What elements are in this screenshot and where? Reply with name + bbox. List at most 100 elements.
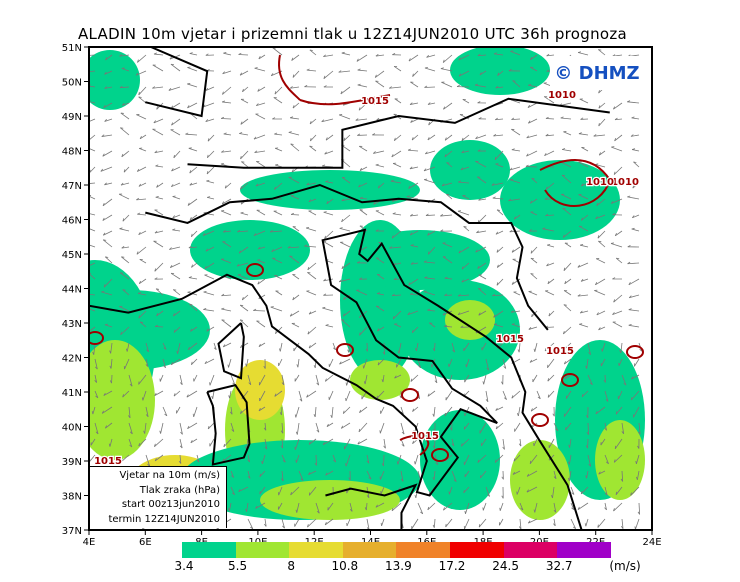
wind-arrow xyxy=(343,294,351,300)
wind-arrow xyxy=(221,319,232,328)
wind-arrow xyxy=(307,518,317,528)
wind-arrow-head xyxy=(340,425,344,429)
wind-arrow-head xyxy=(460,325,464,328)
wind-arrow-head xyxy=(309,49,313,51)
wind-arrow-head xyxy=(615,411,618,415)
wind-arrow xyxy=(274,275,283,280)
wind-arrow-head xyxy=(396,461,399,465)
wind-arrow xyxy=(254,67,266,72)
wind-arrow xyxy=(325,324,334,328)
wind-arrow xyxy=(441,182,453,187)
wind-arrow xyxy=(434,374,438,383)
wind-arrow-head xyxy=(525,164,529,167)
wind-arrow xyxy=(290,143,300,152)
wind-arrow xyxy=(281,406,283,416)
wind-arrow xyxy=(281,518,285,529)
wind-arrow-head xyxy=(323,54,326,57)
wind-arrow xyxy=(526,134,538,139)
wind-arrow xyxy=(257,86,266,92)
wind-arrow xyxy=(511,390,521,399)
wind-arrow-head xyxy=(517,413,519,417)
wind-arrow-head xyxy=(280,430,284,434)
wind-arrow xyxy=(323,70,334,79)
wind-arrow-head xyxy=(461,137,464,141)
wind-arrow-head xyxy=(585,445,588,449)
wind-arrow-head xyxy=(357,441,360,445)
wind-arrow xyxy=(154,390,164,396)
wind-arrow xyxy=(255,113,266,120)
wind-arrow xyxy=(287,246,300,249)
wind-arrow-head xyxy=(457,210,462,212)
wind-arrow xyxy=(513,291,521,296)
wind-arrow-head xyxy=(581,183,584,187)
colorbar-swatch xyxy=(396,542,451,558)
wind-arrow-head xyxy=(407,312,411,315)
wind-arrow-head xyxy=(563,304,567,306)
wind-arrow xyxy=(189,182,198,186)
wind-arrow-head xyxy=(275,330,277,334)
wind-arrow-head xyxy=(441,183,445,187)
wind-arrow-head xyxy=(598,327,601,331)
wind-arrow-head xyxy=(458,73,462,77)
wind-arrow xyxy=(433,518,436,528)
wind-arrow xyxy=(628,309,640,312)
wind-arrow-head xyxy=(440,67,444,69)
lat-label: 37N xyxy=(62,526,82,537)
wind-arrow xyxy=(409,166,419,170)
wind-arrow xyxy=(514,422,521,432)
wind-arrow xyxy=(375,54,385,57)
wind-arrow-head xyxy=(137,59,139,63)
wind-arrow-head xyxy=(452,349,455,353)
wind-arrow xyxy=(393,66,402,72)
wind-arrow xyxy=(463,454,470,465)
wind-arrow-head xyxy=(228,395,230,399)
wind-arrow xyxy=(442,54,453,63)
wind-arrow-head xyxy=(103,239,107,241)
wind-arrow xyxy=(188,342,198,351)
wind-arrow-head xyxy=(258,408,261,412)
wind-arrow xyxy=(630,486,640,496)
wind-arrow-head xyxy=(85,54,88,56)
legend-box: Vjetar na 10m (m/s) Tlak zraka (hPa) sta… xyxy=(90,466,227,528)
wind-arrow-head xyxy=(478,198,482,201)
wind-arrow xyxy=(264,422,267,431)
wind-arrow xyxy=(400,422,405,435)
wind-arrow-head xyxy=(224,185,227,189)
wind-arrow-head xyxy=(325,180,329,183)
wind-arrow-head xyxy=(287,245,291,249)
wind-arrow xyxy=(187,422,198,430)
wind-arrow xyxy=(380,406,385,414)
wind-arrow xyxy=(547,358,555,368)
wind-arrow xyxy=(631,228,640,232)
wind-arrow xyxy=(121,68,130,72)
wind-arrow xyxy=(191,230,198,238)
wind-arrow-head xyxy=(511,281,514,285)
wind-arrow xyxy=(229,390,232,399)
wind-arrow-head xyxy=(450,427,453,431)
wind-arrow xyxy=(259,486,266,495)
wind-arrow xyxy=(634,358,640,367)
wind-arrow-head xyxy=(409,232,413,236)
wind-arrow xyxy=(222,70,232,75)
wind-arrow xyxy=(392,310,402,320)
wind-arrow xyxy=(527,102,538,108)
wind-arrow xyxy=(548,438,555,449)
wind-arrow xyxy=(458,54,470,61)
wind-arrow xyxy=(308,342,317,349)
wind-arrow xyxy=(629,294,640,299)
wind-arrow xyxy=(444,134,453,141)
wind-arrow xyxy=(103,390,113,396)
wind-arrow xyxy=(258,246,266,250)
wind-arrow-head xyxy=(612,213,616,216)
wind-arrow-head xyxy=(424,276,428,279)
wind-arrow xyxy=(100,166,113,172)
wind-arrow-head xyxy=(154,324,158,327)
wind-arrow-head xyxy=(627,245,631,248)
wind-arrow xyxy=(621,470,624,482)
wind-arrow-head xyxy=(100,168,104,172)
wind-arrow xyxy=(578,161,589,168)
wind-arrow-head xyxy=(240,121,243,125)
wind-arrow xyxy=(191,262,198,268)
wind-arrow xyxy=(495,163,504,168)
